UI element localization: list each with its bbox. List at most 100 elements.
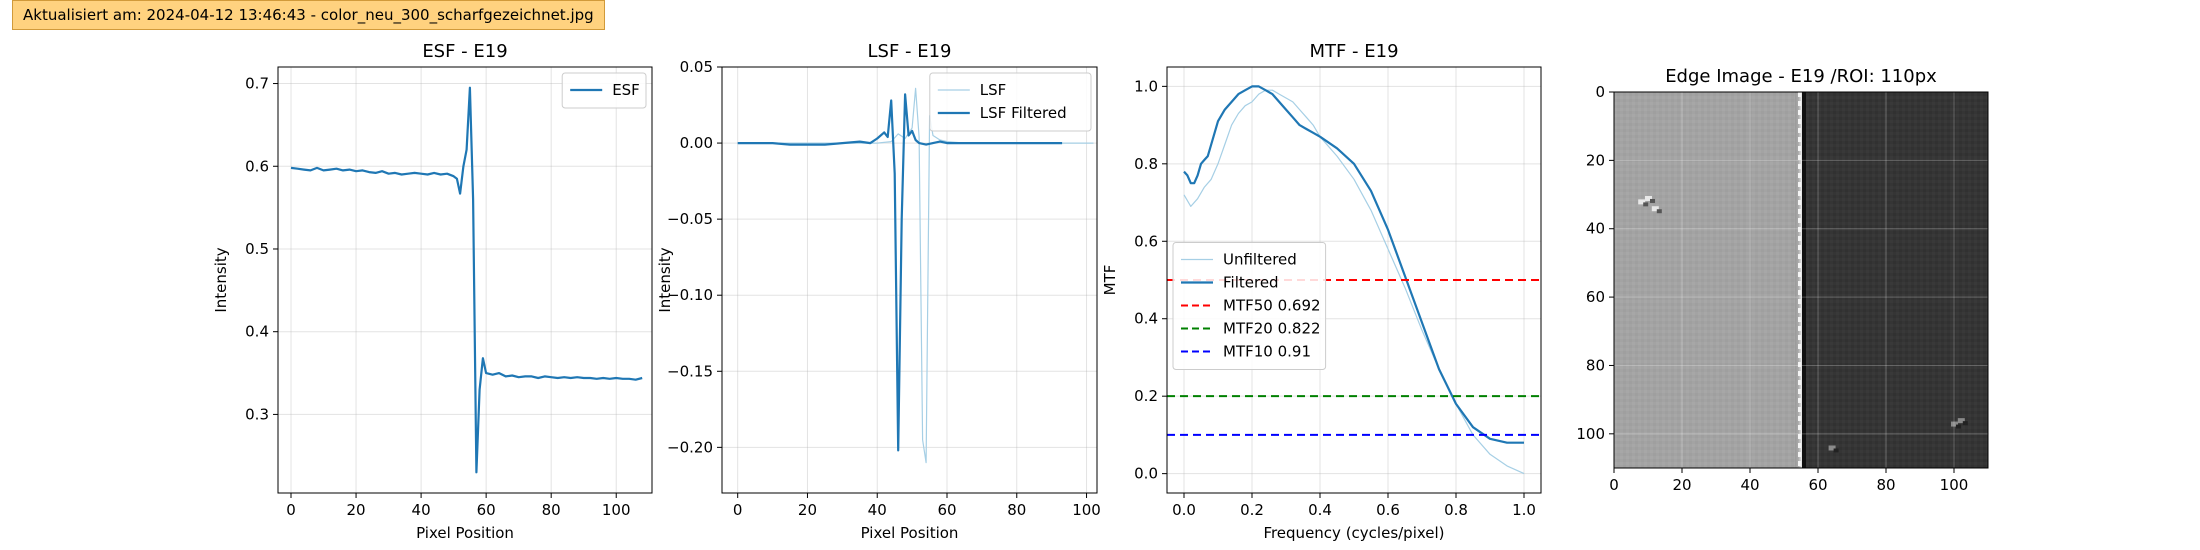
legend-label: LSF <box>980 81 1007 99</box>
edge-artifact <box>1798 344 1801 349</box>
edge-artifact <box>1798 398 1801 403</box>
x-tick-label: 0 <box>1609 476 1619 494</box>
data-point <box>381 170 383 172</box>
y-tick-label: 0.8 <box>1134 155 1158 173</box>
y-tick-label: 0.4 <box>1134 310 1158 328</box>
data-point <box>859 140 861 142</box>
data-point <box>1237 93 1239 95</box>
data-point <box>556 377 558 379</box>
data-point <box>1506 465 1508 467</box>
legend-label: MTF10 0.91 <box>1223 343 1311 361</box>
data-point <box>482 357 484 359</box>
data-point <box>498 372 500 374</box>
edge-artifact <box>1798 182 1801 187</box>
data-point <box>413 172 415 174</box>
data-point <box>1196 174 1198 176</box>
y-tick-label: 0.6 <box>245 157 269 175</box>
x-axis-label: Frequency (cycles/pixel) <box>1263 524 1444 542</box>
data-point <box>1251 101 1253 103</box>
edge-artifact <box>1798 353 1801 358</box>
y-axis-label: Intensity <box>212 247 230 312</box>
y-tick-label: 0 <box>1595 83 1605 101</box>
x-tick-label: 0.0 <box>1172 501 1196 519</box>
data-point <box>1305 128 1307 130</box>
data-point <box>925 143 927 145</box>
data-point <box>563 376 565 378</box>
data-point <box>1244 105 1246 107</box>
data-point <box>1523 441 1525 443</box>
status-banner: Aktualisiert am: 2024-04-12 13:46:43 - c… <box>12 0 605 30</box>
data-point <box>963 142 965 144</box>
edge-artifact <box>1798 164 1801 169</box>
data-point <box>754 142 756 144</box>
edge-artifact <box>1798 263 1801 268</box>
data-point <box>1190 205 1192 207</box>
legend-label: LSF Filtered <box>980 104 1067 122</box>
data-point <box>465 149 467 151</box>
x-tick-label: 60 <box>1808 476 1827 494</box>
data-point <box>1210 178 1212 180</box>
data-point <box>1033 142 1035 144</box>
data-point <box>1523 472 1525 474</box>
edge-artifact <box>1798 137 1801 142</box>
edge-artifact <box>1798 245 1801 250</box>
data-point <box>1438 368 1440 370</box>
data-point <box>1224 108 1226 110</box>
data-point <box>596 378 598 380</box>
edge-artifact <box>1798 173 1801 178</box>
data-point <box>1370 190 1372 192</box>
data-point <box>583 377 585 379</box>
data-point <box>475 471 477 473</box>
x-tick-label: 20 <box>347 501 366 519</box>
data-point <box>335 168 337 170</box>
data-point <box>1217 163 1219 165</box>
data-point <box>342 169 344 171</box>
edge-artifact <box>1798 101 1801 106</box>
chart-title: Edge Image - E19 /ROI: 110px <box>1665 66 1937 87</box>
data-point <box>387 173 389 175</box>
data-point <box>1271 89 1273 91</box>
data-point <box>932 134 934 136</box>
data-point <box>893 172 895 174</box>
plot-area <box>737 87 1094 464</box>
data-point <box>348 168 350 170</box>
data-point <box>925 461 927 463</box>
data-point <box>569 377 571 379</box>
chart-title: MTF - E19 <box>1309 41 1398 62</box>
edge-artifact <box>1798 146 1801 151</box>
data-point <box>622 378 624 380</box>
data-point <box>303 168 305 170</box>
x-tick-label: 0.6 <box>1376 501 1400 519</box>
x-tick-label: 40 <box>412 501 431 519</box>
data-point <box>890 99 892 101</box>
data-point <box>1016 142 1018 144</box>
image-speck-shadow <box>1962 421 1968 426</box>
y-axis-label: Intensity <box>656 247 674 312</box>
data-point <box>1489 453 1491 455</box>
data-point <box>1244 89 1246 91</box>
data-point <box>1224 143 1226 145</box>
data-point <box>316 167 318 169</box>
data-point <box>897 133 899 135</box>
data-point <box>472 198 474 200</box>
y-tick-label: 0.0 <box>1134 465 1158 483</box>
chart-title: ESF - E19 <box>422 41 507 62</box>
y-tick-label: 0.2 <box>1134 387 1158 405</box>
data-point <box>491 374 493 376</box>
chart-lsf: 0 20 40 60 80 100 −0.20 −0.15 −0.10 −0.05 0.00 0.05… <box>656 41 1101 542</box>
data-point <box>1370 209 1372 211</box>
x-tick-label: 0 <box>286 501 296 519</box>
data-point <box>897 449 899 451</box>
edge-artifact <box>1798 209 1801 214</box>
image-dark-region <box>1806 92 1988 468</box>
data-point <box>1085 142 1087 144</box>
data-point <box>504 375 506 377</box>
data-point <box>869 142 871 144</box>
edge-artifact <box>1798 380 1801 385</box>
x-tick-label: 100 <box>602 501 631 519</box>
legend-label: MTF50 0.692 <box>1223 297 1321 315</box>
data-point <box>641 377 643 379</box>
data-point <box>1183 170 1185 172</box>
data-point <box>602 377 604 379</box>
edge-artifact <box>1798 416 1801 421</box>
